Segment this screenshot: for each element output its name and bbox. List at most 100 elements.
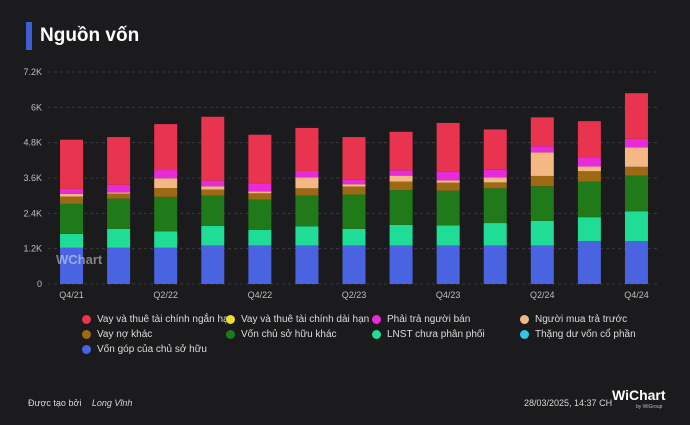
bar-segment[interactable]: Q4/21 - LNST chưa phân phối: 470 (60, 233, 84, 248)
bar-segment[interactable]: Q2/24 - Vốn chủ sở hữu khác: 1180 (530, 186, 554, 221)
legend-item[interactable]: Vay và thuê tài chính dài hạn (226, 314, 369, 325)
bar-segment[interactable]: Q1/24 - Vốn chủ sở hữu khác: 1180 (483, 188, 507, 224)
bar-segment[interactable]: Q2/23 - Phải trả người bán: 150 (342, 179, 366, 185)
bar-segment[interactable]: Q4/22 - Phải trả người bán: 280 (248, 183, 272, 192)
legend-item[interactable]: Thặng dư vốn cổ phần (520, 329, 636, 340)
bar-segment[interactable]: Q3/22 - Vốn chủ sở hữu khác: 1030 (201, 195, 225, 226)
bar-segment[interactable]: Q1/24 - Người mua trả trước: 170 (483, 177, 507, 183)
bar-segment[interactable]: Q2/23 - Người mua trả trước: 80 (342, 184, 366, 187)
bar-segment[interactable]: Q4/23 - LNST chưa phân phối: 680 (436, 225, 460, 246)
bar-segment[interactable]: Q1/23 - Vay và thuê tài chính ngắn hạn: … (295, 127, 319, 171)
bar-segment[interactable]: Q4/21 - Vay nợ khác: 250 (60, 196, 84, 204)
bar-segment[interactable]: Q1/23 - Vốn góp của chủ sở hữu: 1310 (295, 245, 319, 284)
bar-segment[interactable]: Q4/22 - Vốn chủ sở hữu khác: 1020 (248, 199, 272, 230)
bar-segment[interactable]: Q3/22 - LNST chưa phân phối: 660 (201, 225, 225, 246)
legend-item[interactable]: Vay nợ khác (82, 329, 152, 340)
bar-segment[interactable]: Q4/21 - Vay và thuê tài chính ngắn hạn: … (60, 139, 84, 189)
bar-segment[interactable]: Q3/24 - Vốn chủ sở hữu khác: 1210 (577, 181, 601, 218)
bar-segment[interactable]: Q2/24 - Vốn góp của chủ sở hữu: 1310 (530, 245, 554, 284)
bar-segment[interactable]: Q4/24 - Vay nợ khác: 300 (624, 166, 648, 176)
bar-segment[interactable]: Q3/22 - Vay nợ khác: 210 (201, 189, 225, 196)
bar-segment[interactable]: Q2/23 - Vốn góp của chủ sở hữu: 1310 (342, 245, 366, 284)
bar-segment[interactable]: Q4/22 - Vay và thuê tài chính ngắn hạn: … (248, 134, 272, 184)
bar-segment[interactable]: Q3/23 - Vốn chủ sở hữu khác: 1180 (389, 190, 413, 225)
bar-segment[interactable]: Q4/22 - Vay nợ khác: 220 (248, 193, 272, 200)
bar-segment[interactable]: Q3/24 - Vay và thuê tài chính ngắn hạn: … (577, 121, 601, 158)
bar-segment[interactable]: Q4/22 - LNST chưa phân phối: 530 (248, 229, 272, 246)
bar-segment[interactable]: Q4/23 - Vốn chủ sở hữu khác: 1180 (436, 190, 460, 226)
bar-segment[interactable]: Q4/24 - Vay và thuê tài chính ngắn hạn: … (624, 93, 648, 139)
bar-segment[interactable]: Q2/24 - Vay nợ khác: 350 (530, 175, 554, 187)
bar-segment[interactable]: Q1/23 - LNST chưa phân phối: 650 (295, 226, 319, 246)
bar-segment[interactable]: Q4/23 - Người mua trả trước: 80 (436, 180, 460, 183)
bar-segment[interactable]: Q3/22 - Vốn góp của chủ sở hữu: 1310 (201, 245, 225, 284)
bar-segment[interactable]: Q4/24 - Vốn chủ sở hữu khác: 1210 (624, 175, 648, 212)
bar-segment[interactable]: Q4/23 - Vay và thuê tài chính ngắn hạn: … (436, 122, 460, 172)
bar-segment[interactable]: Q2/23 - Vay nợ khác: 270 (342, 186, 366, 195)
bar-segment[interactable]: Q4/24 - Người mua trả trước: 660 (624, 147, 648, 167)
bar-segment[interactable]: Q3/22 - Người mua trả trước: 110 (201, 186, 225, 190)
bar-segment[interactable]: Q4/24 - Vốn góp của chủ sở hữu: 1460 (624, 241, 648, 284)
bar-segment[interactable]: Q4/24 - Phải trả người bán: 290 (624, 138, 648, 148)
bar-segment[interactable]: Q1/22 - LNST chưa phân phối: 640 (107, 228, 131, 248)
bar-segment[interactable]: Q4/23 - Vay nợ khác: 270 (436, 182, 460, 191)
bar-segment[interactable]: Q3/24 - Vay nợ khác: 350 (577, 171, 601, 182)
legend-item[interactable]: LNST chưa phân phối (372, 329, 485, 340)
bar-segment[interactable]: Q1/24 - Vay và thuê tài chính ngắn hạn: … (483, 129, 507, 170)
bar-segment[interactable]: Q2/22 - Người mua trả trước: 330 (154, 178, 178, 189)
bar-segment[interactable]: Q1/23 - Vốn chủ sở hữu khác: 1040 (295, 195, 319, 227)
bar-segment[interactable]: Q2/22 - Vay và thuê tài chính ngắn hạn: … (154, 124, 178, 171)
bar-segment[interactable]: Q1/24 - Vay nợ khác: 200 (483, 182, 507, 189)
bar-segment[interactable]: Q3/23 - Người mua trả trước: 200 (389, 175, 413, 182)
bar-segment[interactable]: Q1/23 - Phải trả người bán: 220 (295, 170, 319, 178)
bar-segment[interactable]: Q1/22 - Vay và thuê tài chính ngắn hạn: … (107, 137, 131, 185)
bar-segment[interactable]: Q4/23 - Vốn góp của chủ sở hữu: 1310 (436, 245, 460, 284)
bar-segment[interactable]: Q4/22 - Vốn góp của chủ sở hữu: 1310 (248, 245, 272, 284)
bar-segment[interactable]: Q2/22 - Vay nợ khác: 300 (154, 188, 178, 197)
bar-segment[interactable]: Q1/22 - Vốn chủ sở hữu khác: 1030 (107, 198, 131, 229)
bar-segment[interactable]: Q2/24 - Vay và thuê tài chính ngắn hạn: … (530, 117, 554, 147)
bar-segment[interactable]: Q2/24 - LNST chưa phân phối: 830 (530, 220, 554, 246)
bar-segment[interactable]: Q1/22 - Vốn góp của chủ sở hữu: 1230 (107, 247, 131, 284)
bar-segment[interactable]: Q3/24 - Phải trả người bán: 310 (577, 157, 601, 167)
bar-segment[interactable]: Q1/22 - Người mua trả trước: 40 (107, 192, 131, 194)
bar-segment[interactable]: Q3/24 - Vốn góp của chủ sở hữu: 1460 (577, 241, 601, 284)
bar-segment[interactable]: Q1/24 - LNST chưa phân phối: 760 (483, 223, 507, 246)
legend-item[interactable]: Vay và thuê tài chính ngắn hạn (82, 314, 234, 325)
bar-segment[interactable]: Q3/23 - Vốn góp của chủ sở hữu: 1310 (389, 245, 413, 284)
bar-segment[interactable]: Q4/21 - Phải trả người bán: 170 (60, 188, 84, 194)
legend-item[interactable]: Phải trả người bán (372, 314, 470, 325)
bar-segment[interactable]: Q2/23 - Vốn chủ sở hữu khác: 1170 (342, 194, 366, 229)
bar-segment[interactable]: Q4/21 - Người mua trả trước: 90 (60, 193, 84, 197)
bar-segment[interactable]: Q1/22 - Phải trả người bán: 260 (107, 184, 131, 193)
bar-segment[interactable]: Q2/24 - Phải trả người bán: 210 (530, 146, 554, 153)
bar-segment[interactable]: Q3/24 - Người mua trả trước: 160 (577, 166, 601, 172)
bar-segment[interactable]: Q4/21 - Vốn góp của chủ sở hữu: 1230 (60, 247, 84, 284)
legend-item[interactable]: Người mua trả trước (520, 314, 627, 325)
bar-segment[interactable]: Q3/24 - LNST chưa phân phối: 810 (577, 217, 601, 242)
bar-segment[interactable]: Q3/22 - Phải trả người bán: 190 (201, 180, 225, 187)
bar-segment[interactable]: Q3/23 - LNST chưa phân phối: 700 (389, 224, 413, 246)
bar-segment[interactable]: Q3/23 - Phải trả người bán: 180 (389, 170, 413, 176)
bar-segment[interactable]: Q2/22 - Phải trả người bán: 280 (154, 170, 178, 179)
bar-segment[interactable]: Q1/24 - Vốn góp của chủ sở hữu: 1310 (483, 245, 507, 284)
bar-segment[interactable]: Q1/23 - Vay nợ khác: 250 (295, 188, 319, 196)
bar-segment[interactable]: Q1/24 - Phải trả người bán: 260 (483, 169, 507, 178)
bar-segment[interactable]: Q1/22 - Vay nợ khác: 170 (107, 193, 131, 199)
bar-segment[interactable]: Q3/23 - Vay nợ khác: 290 (389, 181, 413, 191)
legend-item[interactable]: Vốn chủ sở hữu khác (226, 329, 337, 340)
bar-segment[interactable]: Q2/24 - Người mua trả trước: 800 (530, 152, 554, 176)
bar-segment[interactable]: Q2/22 - Vốn góp của chủ sở hữu: 1230 (154, 247, 178, 284)
bar-segment[interactable]: Q4/23 - Phải trả người bán: 290 (436, 171, 460, 181)
bar-segment[interactable]: Q1/23 - Người mua trả trước: 370 (295, 177, 319, 189)
bar-segment[interactable]: Q2/23 - LNST chưa phân phối: 560 (342, 228, 366, 246)
bar-segment[interactable]: Q3/23 - Vay và thuê tài chính ngắn hạn: … (389, 131, 413, 171)
bar-segment[interactable]: Q4/22 - Người mua trả trước: 60 (248, 191, 272, 194)
bar-segment[interactable]: Q2/22 - LNST chưa phân phối: 560 (154, 231, 178, 248)
bar-segment[interactable]: Q2/22 - Vốn chủ sở hữu khác: 1170 (154, 196, 178, 232)
legend-item[interactable]: Vốn góp của chủ sở hữu (82, 344, 207, 355)
bar-segment[interactable]: Q2/23 - Vay và thuê tài chính ngắn hạn: … (342, 137, 366, 180)
bar-segment[interactable]: Q4/24 - LNST chưa phân phối: 1010 (624, 211, 648, 242)
bar-segment[interactable]: Q4/21 - Vốn chủ sở hữu khác: 1020 (60, 203, 84, 234)
bar-segment[interactable]: Q3/22 - Vay và thuê tài chính ngắn hạn: … (201, 116, 225, 181)
